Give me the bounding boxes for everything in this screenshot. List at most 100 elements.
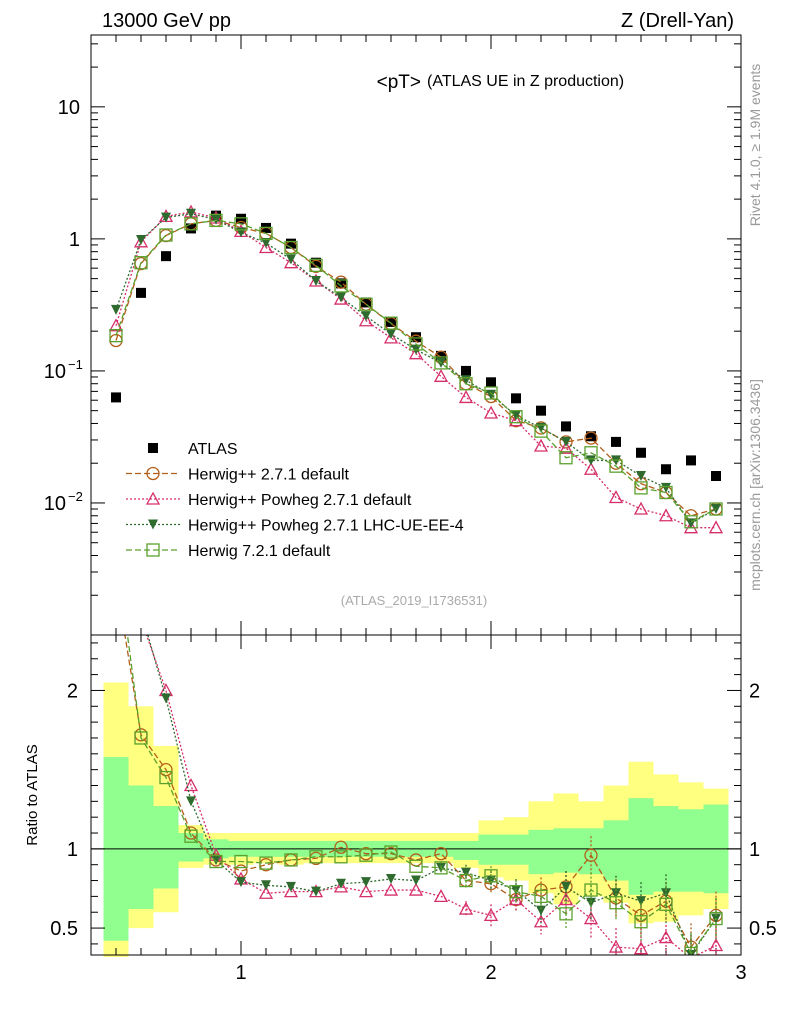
marker (259, 226, 273, 241)
marker (509, 410, 523, 424)
marker (334, 850, 348, 864)
marker (309, 850, 323, 864)
marker (608, 939, 624, 953)
marker (333, 879, 349, 893)
marker (511, 410, 521, 421)
marker (358, 884, 374, 898)
marker (511, 393, 521, 404)
marker (159, 763, 173, 777)
marker (110, 574, 122, 586)
main-y-tick-exponent: −1 (68, 357, 83, 372)
marker (458, 390, 474, 404)
marker (333, 291, 349, 305)
marker (134, 731, 148, 745)
marker (586, 897, 596, 908)
legend-label: ATLAS (188, 441, 238, 458)
marker (361, 297, 371, 308)
marker (411, 875, 421, 886)
marker (383, 882, 399, 896)
marker (434, 861, 448, 875)
marker (586, 455, 596, 466)
marker (559, 451, 573, 465)
marker (559, 435, 573, 449)
marker (111, 369, 121, 379)
marker (711, 471, 721, 482)
marker (633, 501, 649, 515)
marker (636, 447, 646, 458)
main-plot-subtitle: (ATLAS UE in Z production) (427, 73, 624, 90)
marker (658, 930, 674, 944)
marker (209, 854, 223, 869)
marker (383, 330, 399, 344)
x-tick-label: 2 (485, 962, 496, 984)
marker (609, 459, 623, 473)
marker (286, 881, 296, 892)
ratio-y-axis-label: Ratio to ATLAS (24, 744, 41, 845)
marker (135, 613, 147, 624)
marker (311, 275, 321, 286)
marker (148, 443, 158, 453)
marker (411, 332, 421, 343)
marker (659, 485, 673, 500)
ratio-y-tick-label: 1 (67, 839, 78, 861)
marker (358, 313, 374, 327)
marker (584, 848, 598, 862)
marker (558, 892, 574, 906)
marker (334, 279, 348, 293)
marker (483, 405, 499, 419)
marker (386, 329, 396, 340)
marker (486, 377, 496, 388)
marker (234, 217, 248, 231)
marker (558, 440, 574, 454)
marker (159, 228, 173, 242)
marker (236, 213, 246, 224)
marker (159, 770, 173, 785)
marker (161, 251, 171, 262)
series-3 (111, 208, 721, 529)
marker (386, 316, 396, 327)
marker (136, 287, 146, 298)
ratio-series-group (110, 369, 724, 955)
analysis-id-watermark: (ATLAS_2019_I1736531) (341, 593, 487, 608)
marker (286, 238, 296, 249)
marker (261, 880, 271, 891)
uncertainty-band-green (553, 828, 579, 873)
marker (184, 829, 198, 843)
legend: ATLAS Herwig++ 2.7.1 default Herwig++ Powh… (126, 441, 464, 560)
legend-label: Herwig 7.2.1 default (188, 543, 331, 560)
series-2 (108, 204, 724, 534)
marker (359, 297, 373, 311)
marker (336, 278, 346, 289)
uncertainty-band-green (153, 806, 179, 889)
legend-label: Herwig++ Powheg 2.7.1 default (188, 492, 412, 509)
marker (684, 946, 698, 955)
marker (133, 234, 149, 248)
marker (311, 257, 321, 268)
uncertainty-band-green (178, 833, 204, 862)
marker (161, 693, 171, 704)
marker (633, 941, 649, 955)
marker (561, 436, 571, 447)
marker (384, 316, 398, 330)
marker (361, 311, 371, 322)
marker (259, 856, 273, 870)
ratio-y-tick-label-right: 1 (749, 839, 760, 861)
marker (534, 889, 548, 904)
uncertainty-band-green (628, 798, 654, 895)
marker (684, 515, 698, 529)
main-y-tick-exponent: −2 (68, 489, 83, 504)
marker (286, 254, 296, 265)
marker (436, 350, 446, 361)
series-line (115, 219, 717, 523)
marker (111, 392, 121, 403)
marker (534, 424, 548, 438)
rivet-version-label: Rivet 4.1.0, ≥ 1.9M events (747, 64, 763, 227)
marker (659, 897, 673, 911)
marker (186, 223, 196, 234)
marker (211, 854, 221, 865)
marker (634, 915, 648, 929)
marker (583, 911, 599, 925)
main-y-tick-label: 10 (44, 493, 66, 515)
marker (434, 356, 448, 370)
